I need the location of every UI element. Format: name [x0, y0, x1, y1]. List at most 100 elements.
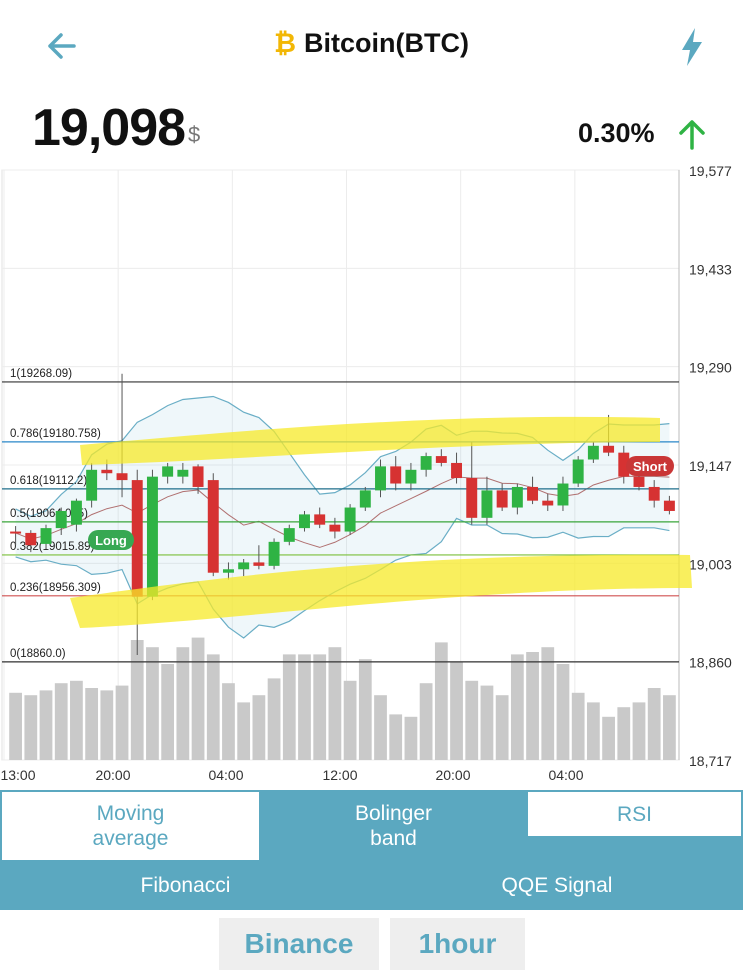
y-tick-label: 19,433 — [689, 261, 732, 277]
y-tick-label: 18,717 — [689, 753, 732, 769]
price-change: 0.30% — [578, 118, 655, 148]
volume-bar — [161, 664, 175, 760]
price-chart[interactable]: 19,577 19,433 19,290 19,147 19,003 18,860 18,7… — [0, 160, 743, 790]
volume-bar — [389, 714, 403, 760]
fib-label: 0.786(19180.758) — [10, 428, 101, 440]
volume-bar — [252, 695, 266, 760]
volume-bar — [495, 695, 509, 760]
candle-body — [238, 562, 250, 570]
volume-bar — [146, 647, 159, 760]
candle-body — [587, 445, 599, 460]
y-tick-label: 19,577 — [689, 163, 732, 179]
tab-bolinger-band-label: Bolinger band — [354, 802, 433, 850]
y-tick-label: 19,003 — [689, 556, 732, 572]
volume-bar — [70, 680, 83, 760]
arrow-left-icon[interactable] — [42, 26, 82, 66]
volume-bar — [526, 652, 539, 760]
fib-label: 1(19268.09) — [10, 368, 72, 380]
candle-body — [283, 528, 295, 542]
candle-body — [146, 476, 158, 597]
volume-bar — [404, 716, 418, 760]
volume-bar — [434, 642, 448, 760]
volume-bar — [480, 685, 494, 760]
tab-qqe-signal-label: QQE Signal — [501, 874, 613, 897]
candle-body — [55, 510, 67, 529]
coin-name: Bitcoin(BTC) — [304, 28, 469, 58]
candle-body — [314, 514, 326, 525]
candle-body — [10, 531, 22, 534]
candle-body — [207, 480, 219, 573]
volume-bar — [267, 678, 281, 760]
candle-body — [192, 466, 204, 487]
interval-button[interactable]: 1hour — [390, 918, 525, 970]
candle-body — [420, 456, 432, 470]
candle-body — [496, 490, 508, 508]
candle-body — [375, 466, 386, 491]
candle-body — [222, 569, 234, 573]
volume-bar — [130, 640, 144, 760]
candle-body — [344, 507, 356, 532]
bitcoin-icon: ₿ — [274, 28, 297, 58]
volume-bar — [206, 654, 220, 760]
lightning-bolt-icon[interactable] — [676, 26, 708, 68]
current-price: 19,098 — [32, 99, 186, 157]
x-tick-label: 20:00 — [435, 767, 470, 783]
volume-bar — [85, 688, 99, 760]
arrow-up-icon — [679, 120, 705, 150]
candle-body — [527, 486, 539, 501]
y-tick-label: 19,147 — [689, 458, 732, 474]
volume-bar — [176, 647, 190, 760]
x-tick-label: 20:00 — [95, 767, 130, 783]
volume-bar — [419, 683, 433, 760]
candle-body — [177, 469, 189, 477]
volume-bar — [282, 654, 296, 760]
volume-bar — [9, 692, 22, 760]
candle-body — [603, 445, 615, 453]
x-tick-label: 12:00 — [322, 767, 357, 783]
volume-bar — [374, 695, 387, 760]
price-unit: $ — [188, 122, 201, 147]
x-tick-label: 04:00 — [208, 767, 243, 783]
volume-bar — [602, 716, 615, 760]
candle-body — [466, 478, 478, 518]
volume-bar — [556, 664, 570, 760]
candle-body — [663, 500, 675, 511]
tab-qqe-signal[interactable]: QQE Signal — [371, 862, 743, 910]
short-signal-badge — [626, 456, 674, 476]
volume-bar — [328, 647, 342, 760]
tab-moving-average[interactable]: Moving average — [2, 792, 259, 860]
candle-body — [557, 483, 569, 506]
volume-bar — [100, 690, 114, 760]
volume-bar — [632, 702, 646, 760]
y-tick-label: 19,290 — [689, 360, 732, 376]
volume-bar — [343, 680, 357, 760]
signal-label: Short — [633, 459, 668, 474]
volume-bar — [24, 695, 38, 760]
volume-bar — [465, 680, 479, 760]
page-title: ₿ Bitcoin(BTC) — [0, 28, 743, 59]
header: ₿ Bitcoin(BTC) — [0, 0, 743, 95]
candle-body — [405, 469, 417, 484]
interval-label: 1hour — [418, 928, 497, 959]
fib-label: 0.236(18956.309) — [10, 582, 101, 594]
candle-body — [131, 480, 143, 597]
volume-bar — [115, 685, 129, 760]
tab-fibonacci[interactable]: Fibonacci — [0, 862, 371, 910]
y-tick-label: 18,860 — [689, 655, 732, 671]
long-signal-badge — [88, 530, 134, 550]
tab-rsi[interactable]: RSI — [528, 792, 741, 836]
tab-bolinger-band[interactable]: Bolinger band — [260, 792, 527, 860]
candle-body — [511, 486, 523, 508]
candle-body — [390, 466, 402, 484]
exchange-button[interactable]: Binance — [219, 918, 379, 970]
candle-body — [116, 473, 128, 481]
candle-body — [359, 490, 371, 508]
highlight-upper — [80, 416, 660, 465]
volume-bar — [237, 702, 251, 760]
candle-body — [70, 500, 82, 525]
volume-bar — [313, 654, 327, 760]
highlight-lower — [70, 554, 692, 628]
volume-bar — [647, 688, 661, 760]
fib-label: 0.5(19064.045) — [10, 508, 88, 520]
volume-bar — [663, 695, 676, 760]
